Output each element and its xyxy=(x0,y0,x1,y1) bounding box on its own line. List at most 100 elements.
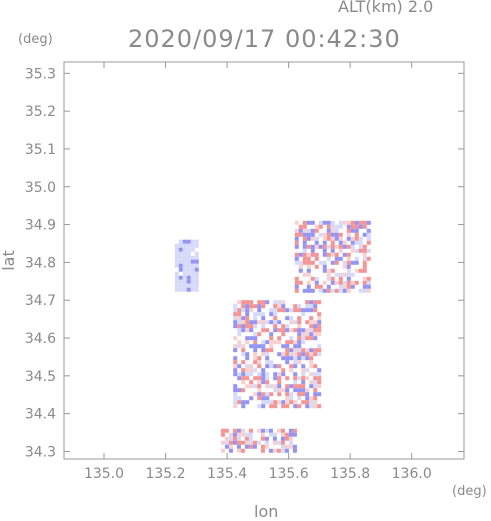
echo-cell xyxy=(190,271,195,276)
echo-cell xyxy=(346,256,351,261)
echo-cell xyxy=(285,328,290,333)
echo-cell xyxy=(277,328,282,333)
echo-cell xyxy=(314,276,319,281)
echo-cell xyxy=(309,356,314,361)
echo-cell xyxy=(310,220,315,225)
echo-cell xyxy=(342,244,347,249)
echo-cell xyxy=(342,272,347,277)
echo-cell xyxy=(269,336,274,341)
echo-cell xyxy=(293,340,298,345)
echo-cell xyxy=(317,316,322,321)
echo-cell xyxy=(326,256,331,261)
echo-cell xyxy=(265,380,270,385)
echo-cell xyxy=(288,436,293,441)
echo-cell xyxy=(305,348,310,353)
echo-cell xyxy=(233,336,238,341)
echo-cell xyxy=(261,376,266,381)
echo-cell xyxy=(338,248,343,253)
echo-cell xyxy=(182,247,187,252)
echo-cell xyxy=(306,232,311,237)
echo-cell xyxy=(302,228,307,233)
echo-cell xyxy=(350,280,355,285)
echo-cell xyxy=(237,300,242,305)
echo-cell xyxy=(354,280,359,285)
echo-cell xyxy=(318,260,323,265)
echo-cell xyxy=(289,400,294,405)
echo-cell xyxy=(236,432,241,437)
echo-cell xyxy=(338,236,343,241)
echo-cell xyxy=(306,284,311,289)
echo-cell xyxy=(306,272,311,277)
echo-cell xyxy=(330,288,335,293)
echo-cell xyxy=(253,376,258,381)
echo-cell xyxy=(277,304,282,309)
echo-cell xyxy=(237,316,242,321)
echo-cell xyxy=(186,267,191,272)
echo-cell xyxy=(358,248,363,253)
echo-cell xyxy=(362,268,367,273)
echo-cell xyxy=(289,384,294,389)
echo-cell xyxy=(220,432,225,437)
echo-cell xyxy=(249,372,254,377)
echo-cell xyxy=(249,344,254,349)
echo-cell xyxy=(354,240,359,245)
echo-cell xyxy=(330,280,335,285)
echo-cell xyxy=(309,360,314,365)
echo-cell xyxy=(194,255,199,260)
echo-cell xyxy=(346,288,351,293)
echo-cell xyxy=(293,348,298,353)
echo-cell xyxy=(301,392,306,397)
echo-cell xyxy=(233,384,238,389)
echo-cell xyxy=(313,304,318,309)
echo-cell xyxy=(313,372,318,377)
echo-cell xyxy=(318,220,323,225)
echo-cell xyxy=(298,224,303,229)
echo-cell xyxy=(186,251,191,256)
echo-cell xyxy=(309,304,314,309)
echo-cell xyxy=(233,400,238,405)
echo-cell xyxy=(346,228,351,233)
echo-cell xyxy=(314,256,319,261)
echo-cell xyxy=(342,252,347,257)
y-tick-label: 34.9 xyxy=(25,218,56,234)
echo-cell xyxy=(190,239,195,244)
echo-cell xyxy=(338,284,343,289)
echo-cell xyxy=(233,308,238,313)
echo-cell xyxy=(317,384,322,389)
echo-cell xyxy=(233,364,238,369)
echo-cell xyxy=(298,268,303,273)
echo-cell xyxy=(317,372,322,377)
echo-cell xyxy=(298,228,303,233)
echo-cell xyxy=(330,220,335,225)
echo-cell xyxy=(186,279,191,284)
echo-cell xyxy=(314,280,319,285)
echo-cell xyxy=(265,340,270,345)
echo-cell xyxy=(257,360,262,365)
echo-cell xyxy=(285,404,290,409)
x-tick-label: 135.8 xyxy=(330,466,370,482)
echo-cell xyxy=(350,240,355,245)
echo-cell xyxy=(285,360,290,365)
echo-cell xyxy=(346,264,351,269)
echo-cell xyxy=(366,284,371,289)
echo-cell xyxy=(318,232,323,237)
echo-cell xyxy=(182,283,187,288)
echo-cell xyxy=(237,372,242,377)
echo-cell xyxy=(277,380,282,385)
echo-cell xyxy=(273,304,278,309)
echo-cell xyxy=(297,340,302,345)
echo-cell xyxy=(268,432,273,437)
echo-cell xyxy=(302,220,307,225)
echo-cell xyxy=(330,268,335,273)
echo-cell xyxy=(190,263,195,268)
echo-cell xyxy=(241,360,246,365)
echo-cell xyxy=(186,243,191,248)
echo-cell xyxy=(224,436,229,441)
x-tick-label: 135.4 xyxy=(207,466,247,482)
echo-cell xyxy=(306,264,311,269)
echo-cell xyxy=(194,263,199,268)
echo-cell xyxy=(313,392,318,397)
echo-cell xyxy=(289,316,294,321)
echo-cell xyxy=(252,440,257,445)
echo-cell xyxy=(305,336,310,341)
